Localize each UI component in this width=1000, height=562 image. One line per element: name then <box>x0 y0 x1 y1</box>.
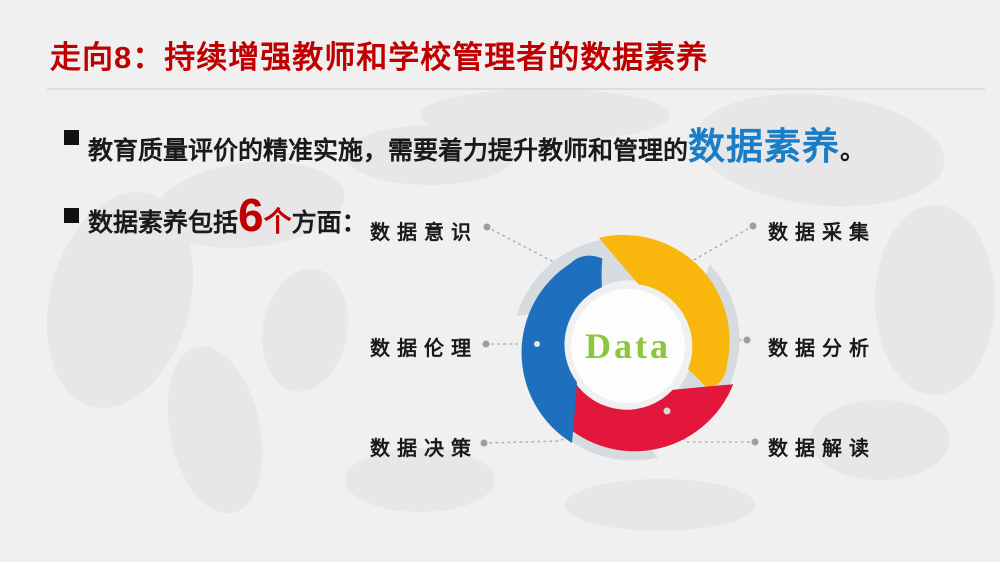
bullet2-unit: 个 <box>263 206 292 237</box>
leader-decision <box>483 416 597 444</box>
label-data-decision: 数据决策 <box>370 438 478 460</box>
leader-dots <box>480 222 759 447</box>
title-divider <box>47 88 985 90</box>
label-data-collection: 数据采集 <box>768 222 876 244</box>
label-data-interpretation: 数据解读 <box>768 438 876 460</box>
bullet1-period: 。 <box>840 137 866 165</box>
pinwheel-diagram: Data <box>482 211 785 485</box>
leader-collection <box>691 225 754 262</box>
bullet-data-literacy-need: 教育质量评价的精准实施，需要着力提升教师和管理的 数据素养 。 <box>64 116 865 167</box>
diagram-center-circle <box>571 289 685 403</box>
label-data-ethics: 数据伦理 <box>370 338 478 360</box>
bullet2-number: 6 <box>238 189 264 241</box>
leader-awareness <box>486 226 566 269</box>
bullet2-text: 数据素养包括 <box>88 209 239 237</box>
bullet-six-aspects: 数据素养包括 6 个 方面： <box>64 192 367 242</box>
bullet-square-icon <box>64 129 79 145</box>
bullet1-text: 教育质量评价的精准实施，需要着力提升教师和管理的 <box>88 137 689 165</box>
bullet2-suffix: 方面： <box>291 209 367 237</box>
bullet1-highlight: 数据素养 <box>688 126 841 167</box>
label-data-awareness: 数据意识 <box>370 222 478 244</box>
slide-title: 走向8：持续增强教师和学校管理者的数据素养 <box>50 40 709 75</box>
label-data-analysis: 数据分析 <box>768 338 876 360</box>
bullet-square-icon <box>64 207 79 223</box>
diagram-center-label: Data <box>585 326 671 366</box>
diagram-endpoint-dots <box>534 341 671 415</box>
world-map-watermark <box>46 89 995 531</box>
